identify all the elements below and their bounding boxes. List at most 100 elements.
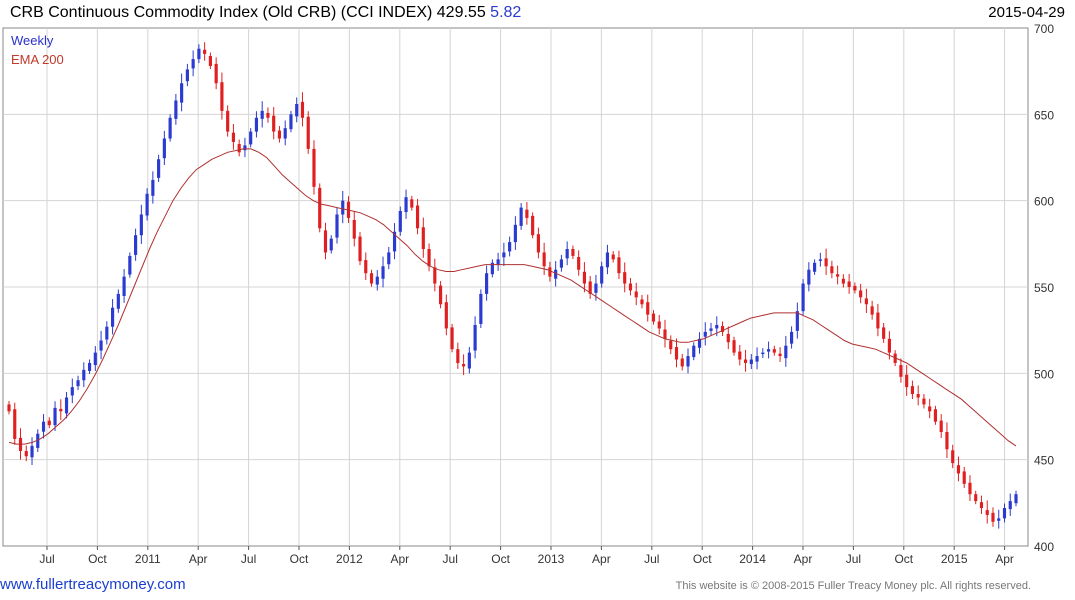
candle-body bbox=[1002, 508, 1007, 519]
candle-body bbox=[864, 298, 868, 305]
candle-body bbox=[128, 255, 132, 275]
y-tick-label: 650 bbox=[1034, 108, 1054, 122]
candle-body bbox=[513, 224, 517, 243]
candle-body bbox=[939, 420, 943, 433]
candle-body bbox=[249, 131, 253, 145]
candle-body bbox=[485, 273, 489, 294]
candle-body bbox=[870, 306, 874, 315]
candle-body bbox=[7, 404, 11, 412]
candle-body bbox=[496, 259, 500, 265]
candle-body bbox=[295, 103, 299, 117]
x-tick-label: Oct bbox=[290, 552, 309, 566]
candle-body bbox=[674, 347, 679, 360]
footer-site-link[interactable]: www.fullertreacymoney.com bbox=[0, 576, 186, 593]
candle-body bbox=[139, 214, 143, 236]
candle-body bbox=[214, 63, 218, 84]
candle-body bbox=[623, 272, 627, 284]
candle-body bbox=[910, 386, 915, 395]
chart-header: CRB Continuous Commodity Index (Old CRB)… bbox=[10, 4, 1065, 26]
x-tick-label: Apr bbox=[390, 552, 409, 566]
candle-body bbox=[830, 266, 834, 274]
candle-body bbox=[70, 387, 74, 396]
candle-body bbox=[554, 269, 558, 279]
candle-body bbox=[841, 278, 845, 284]
candle-body bbox=[508, 242, 512, 252]
candle-body bbox=[715, 324, 719, 329]
candle-body bbox=[749, 359, 753, 365]
candle-body bbox=[473, 324, 477, 351]
candle-body bbox=[197, 48, 201, 60]
candle-body bbox=[905, 374, 909, 388]
candle-body bbox=[433, 267, 437, 284]
ema-200-line bbox=[8, 148, 1017, 447]
candle-body bbox=[951, 450, 955, 464]
y-tick-label: 450 bbox=[1034, 454, 1054, 468]
candle-body bbox=[110, 307, 115, 327]
candle-body bbox=[640, 299, 644, 305]
candle-body bbox=[1014, 494, 1018, 504]
candle-body bbox=[438, 285, 443, 305]
legend-ema-200: EMA 200 bbox=[11, 52, 64, 67]
candle-body bbox=[105, 326, 109, 340]
y-tick-label: 550 bbox=[1034, 281, 1054, 295]
candle-body bbox=[991, 512, 995, 522]
candle-body bbox=[600, 266, 604, 284]
candle-body bbox=[743, 359, 748, 363]
legend-weekly: Weekly bbox=[11, 33, 54, 48]
candle-body bbox=[392, 231, 397, 252]
price-change: 5.82 bbox=[490, 4, 522, 21]
candle-body bbox=[243, 145, 247, 151]
candle-body bbox=[364, 260, 368, 274]
candle-body bbox=[352, 220, 356, 239]
candle-body bbox=[571, 249, 575, 256]
candle-body bbox=[462, 364, 466, 367]
candle-body bbox=[732, 340, 736, 353]
candle-body bbox=[899, 365, 903, 377]
candle-body bbox=[479, 293, 483, 324]
candle-body bbox=[611, 254, 615, 260]
candle-body bbox=[997, 518, 1001, 521]
x-tick-label: Apr bbox=[794, 552, 813, 566]
candle-body bbox=[847, 281, 851, 287]
candle-body bbox=[801, 283, 805, 312]
candle-body bbox=[1008, 501, 1012, 510]
candle-body bbox=[761, 352, 765, 355]
candle-body bbox=[876, 312, 880, 329]
candle-body bbox=[542, 252, 546, 267]
candle-body bbox=[329, 238, 333, 251]
candle-body bbox=[588, 281, 592, 294]
candle-body bbox=[536, 234, 540, 253]
candle-body bbox=[594, 283, 598, 293]
candle-body bbox=[922, 398, 926, 405]
candle-body bbox=[720, 326, 725, 332]
candle-body bbox=[266, 112, 270, 118]
candle-body bbox=[162, 138, 166, 159]
candle-body bbox=[24, 451, 28, 457]
x-tick-label: 2012 bbox=[336, 552, 363, 566]
candle-body bbox=[766, 349, 771, 352]
candle-body bbox=[772, 349, 776, 353]
candle-body bbox=[410, 199, 414, 208]
x-tick-label: Apr bbox=[592, 552, 611, 566]
candle-body bbox=[191, 59, 195, 69]
candle-body bbox=[519, 207, 523, 226]
candle-body bbox=[323, 230, 328, 253]
candle-body bbox=[427, 249, 431, 267]
candle-body bbox=[617, 257, 621, 274]
chart-title: CRB Continuous Commodity Index (Old CRB)… bbox=[10, 4, 522, 21]
x-tick-label: Oct bbox=[693, 552, 712, 566]
candle-body bbox=[686, 356, 690, 367]
candle-body bbox=[369, 273, 374, 284]
y-tick-label: 700 bbox=[1034, 22, 1054, 36]
candle-body bbox=[887, 338, 891, 353]
candle-body bbox=[974, 494, 978, 502]
candle-body bbox=[807, 269, 811, 285]
candle-body bbox=[703, 331, 707, 337]
candle-body bbox=[531, 215, 535, 236]
y-tick-label: 400 bbox=[1034, 540, 1054, 554]
candle-body bbox=[697, 338, 702, 348]
candle-body bbox=[157, 159, 161, 178]
candle-body bbox=[548, 267, 552, 277]
candle-body bbox=[47, 420, 51, 426]
x-tick-label: Oct bbox=[88, 552, 107, 566]
